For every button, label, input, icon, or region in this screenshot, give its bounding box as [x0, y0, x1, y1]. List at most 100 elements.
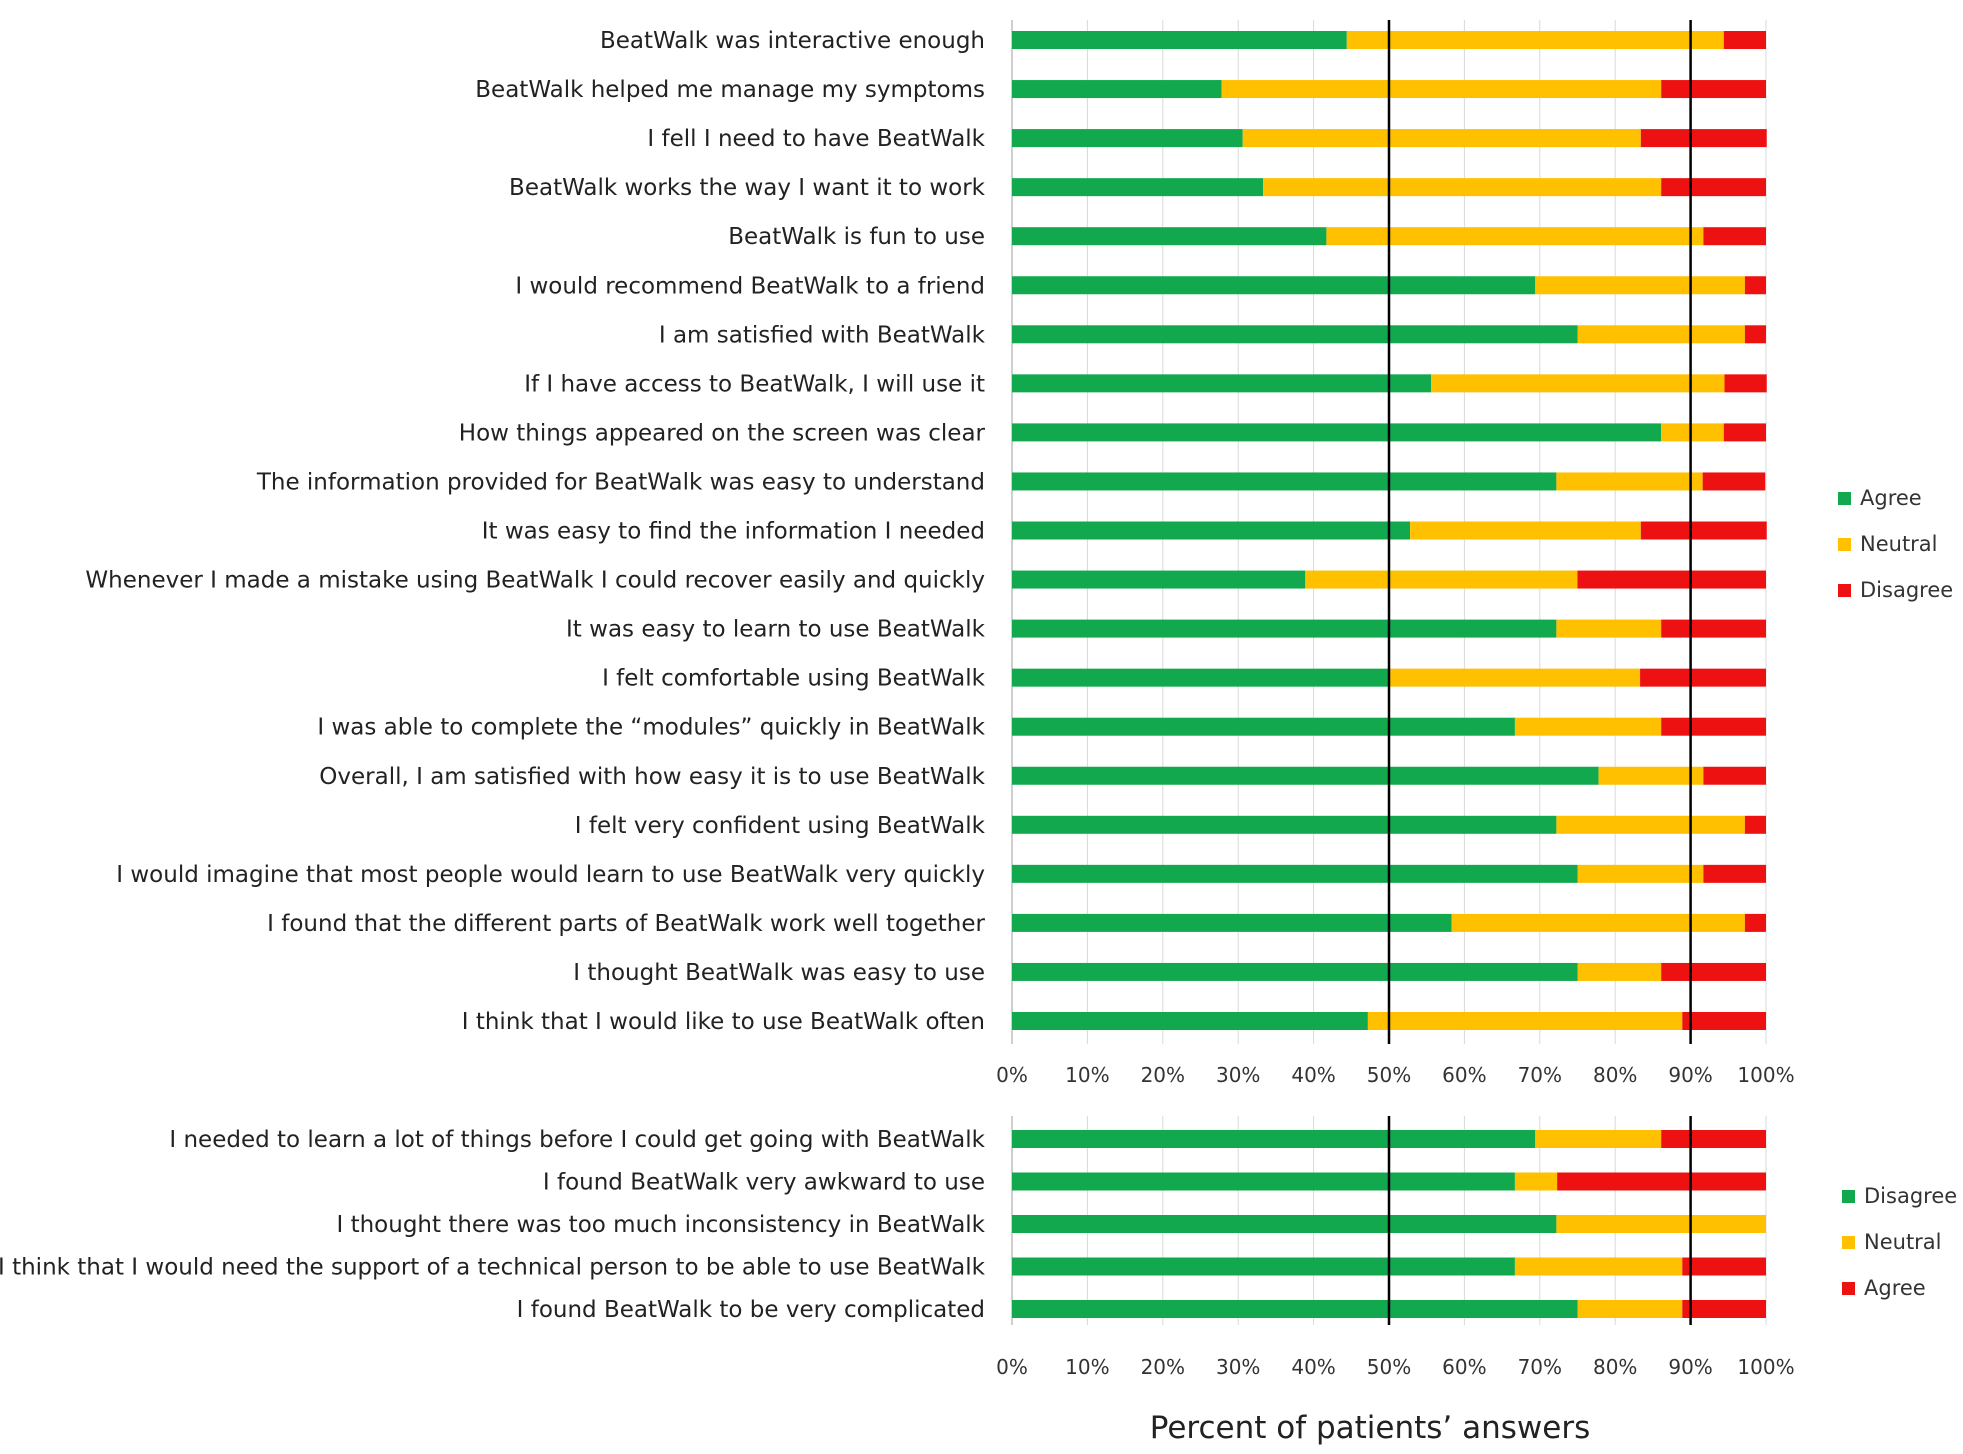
- bar-neutral: [1431, 374, 1725, 393]
- legend-label: Neutral: [1860, 532, 1938, 556]
- legend-label: Disagree: [1864, 1184, 1957, 1208]
- bar-agree: [1012, 962, 1578, 981]
- bar-disagree: [1702, 472, 1766, 491]
- x-tick-label: 80%: [1593, 1355, 1637, 1379]
- bar-neutral: [1514, 717, 1662, 736]
- category-label: Whenever I made a mistake using BeatWalk…: [85, 568, 985, 594]
- bar-agree: [1012, 80, 1222, 99]
- bar-neutral: [1242, 129, 1641, 148]
- bar-neutral: [1556, 1215, 1766, 1233]
- x-tick-label: 90%: [1668, 1063, 1712, 1087]
- bar-neutral: [1577, 325, 1745, 344]
- legend-label: Agree: [1864, 1276, 1926, 1300]
- bar-neutral: [1263, 178, 1662, 197]
- bar-agree: [1012, 570, 1306, 589]
- x-tick-label: 10%: [1065, 1355, 1109, 1379]
- category-label: BeatWalk is fun to use: [728, 224, 985, 250]
- category-label: I am satisfied with BeatWalk: [659, 322, 986, 348]
- bar-agree: [1012, 521, 1411, 540]
- x-tick-label: 60%: [1442, 1063, 1486, 1087]
- x-tick-label: 20%: [1141, 1355, 1185, 1379]
- category-label: I think that I would need the support of…: [0, 1255, 986, 1281]
- x-tick-label: 50%: [1367, 1355, 1411, 1379]
- legend-label: Disagree: [1860, 578, 1953, 602]
- category-label: I found BeatWalk very awkward to use: [543, 1170, 985, 1196]
- category-label: I found that the different parts of Beat…: [267, 911, 985, 937]
- category-label: I needed to learn a lot of things before…: [169, 1127, 985, 1153]
- bar-neutral: [1556, 815, 1745, 834]
- legend-label: Agree: [1860, 486, 1922, 510]
- bar-neutral: [1577, 864, 1704, 883]
- x-tick-label: 40%: [1291, 1355, 1335, 1379]
- bar-neutral: [1346, 31, 1724, 49]
- x-tick-label: 70%: [1518, 1063, 1562, 1087]
- bar-agree: [1012, 913, 1452, 932]
- bar-agree: [1682, 1257, 1766, 1276]
- bar-agree: [1661, 1130, 1766, 1148]
- category-label: BeatWalk was interactive enough: [600, 28, 985, 54]
- bar-neutral: [1410, 521, 1641, 540]
- bar-agree: [1012, 423, 1662, 442]
- bar-disagree: [1640, 521, 1767, 540]
- bar-neutral: [1661, 423, 1724, 442]
- bar-neutral: [1535, 1130, 1662, 1148]
- bar-disagree: [1012, 1172, 1515, 1191]
- bar-disagree: [1723, 423, 1766, 442]
- x-tick-label: 50%: [1367, 1063, 1411, 1087]
- bar-neutral: [1367, 1012, 1683, 1030]
- legend-swatch: [1842, 1236, 1855, 1249]
- x-tick-label: 60%: [1442, 1355, 1486, 1379]
- category-label: I think that I would like to use BeatWal…: [462, 1009, 985, 1035]
- category-label: I found BeatWalk to be very complicated: [517, 1297, 985, 1323]
- category-label: The information provided for BeatWalk wa…: [256, 469, 985, 495]
- x-tick-label: 100%: [1737, 1355, 1794, 1379]
- bar-neutral: [1535, 276, 1745, 295]
- bar-disagree: [1703, 864, 1766, 883]
- bar-disagree: [1012, 1130, 1536, 1148]
- category-label: It was easy to find the information I ne…: [482, 519, 985, 545]
- bar-agree: [1012, 815, 1557, 834]
- bar-disagree: [1703, 227, 1766, 246]
- bar-agree: [1012, 717, 1515, 736]
- bar-agree: [1012, 619, 1557, 638]
- category-label: BeatWalk works the way I want it to work: [509, 175, 986, 201]
- bar-disagree: [1724, 374, 1767, 393]
- bar-agree: [1012, 31, 1347, 49]
- bar-agree: [1012, 227, 1327, 246]
- bar-agree: [1012, 864, 1578, 883]
- x-tick-label: 0%: [996, 1355, 1028, 1379]
- category-label: If I have access to BeatWalk, I will use…: [524, 371, 985, 397]
- x-tick-label: 90%: [1668, 1355, 1712, 1379]
- x-tick-label: 80%: [1593, 1063, 1637, 1087]
- positive-statements-chart: BeatWalk was interactive enough BeatWalk …: [85, 20, 1953, 1087]
- bar-disagree: [1744, 815, 1766, 834]
- bar-neutral: [1221, 80, 1662, 99]
- legend-swatch: [1838, 584, 1851, 597]
- bar-agree: [1012, 374, 1432, 393]
- negative-statements-chart: I needed to learn a lot of things before…: [0, 1116, 1957, 1379]
- legend-swatch: [1842, 1282, 1855, 1295]
- category-label: Overall, I am satisfied with how easy it…: [319, 764, 985, 790]
- bar-disagree: [1703, 766, 1766, 785]
- bar-disagree: [1640, 668, 1766, 687]
- bar-disagree: [1682, 1012, 1766, 1030]
- bar-agree: [1012, 276, 1536, 295]
- category-label: I felt comfortable using BeatWalk: [602, 666, 986, 692]
- bar-disagree: [1577, 570, 1766, 589]
- bar-disagree: [1012, 1257, 1515, 1276]
- legend-swatch: [1838, 492, 1851, 505]
- bar-disagree: [1744, 913, 1766, 932]
- x-tick-label: 70%: [1518, 1355, 1562, 1379]
- category-label: I thought BeatWalk was easy to use: [573, 960, 985, 986]
- category-label: I was able to complete the “modules” qui…: [317, 715, 985, 741]
- bar-disagree: [1661, 178, 1766, 197]
- category-label: It was easy to learn to use BeatWalk: [566, 617, 986, 643]
- bar-agree: [1012, 668, 1389, 687]
- category-label: I would recommend BeatWalk to a friend: [515, 273, 985, 299]
- bar-disagree: [1661, 717, 1766, 736]
- x-axis-title: Percent of patients’ answers: [1150, 1410, 1591, 1446]
- bar-agree: [1557, 1172, 1766, 1191]
- bar-neutral: [1305, 570, 1578, 589]
- bar-agree: [1012, 325, 1578, 344]
